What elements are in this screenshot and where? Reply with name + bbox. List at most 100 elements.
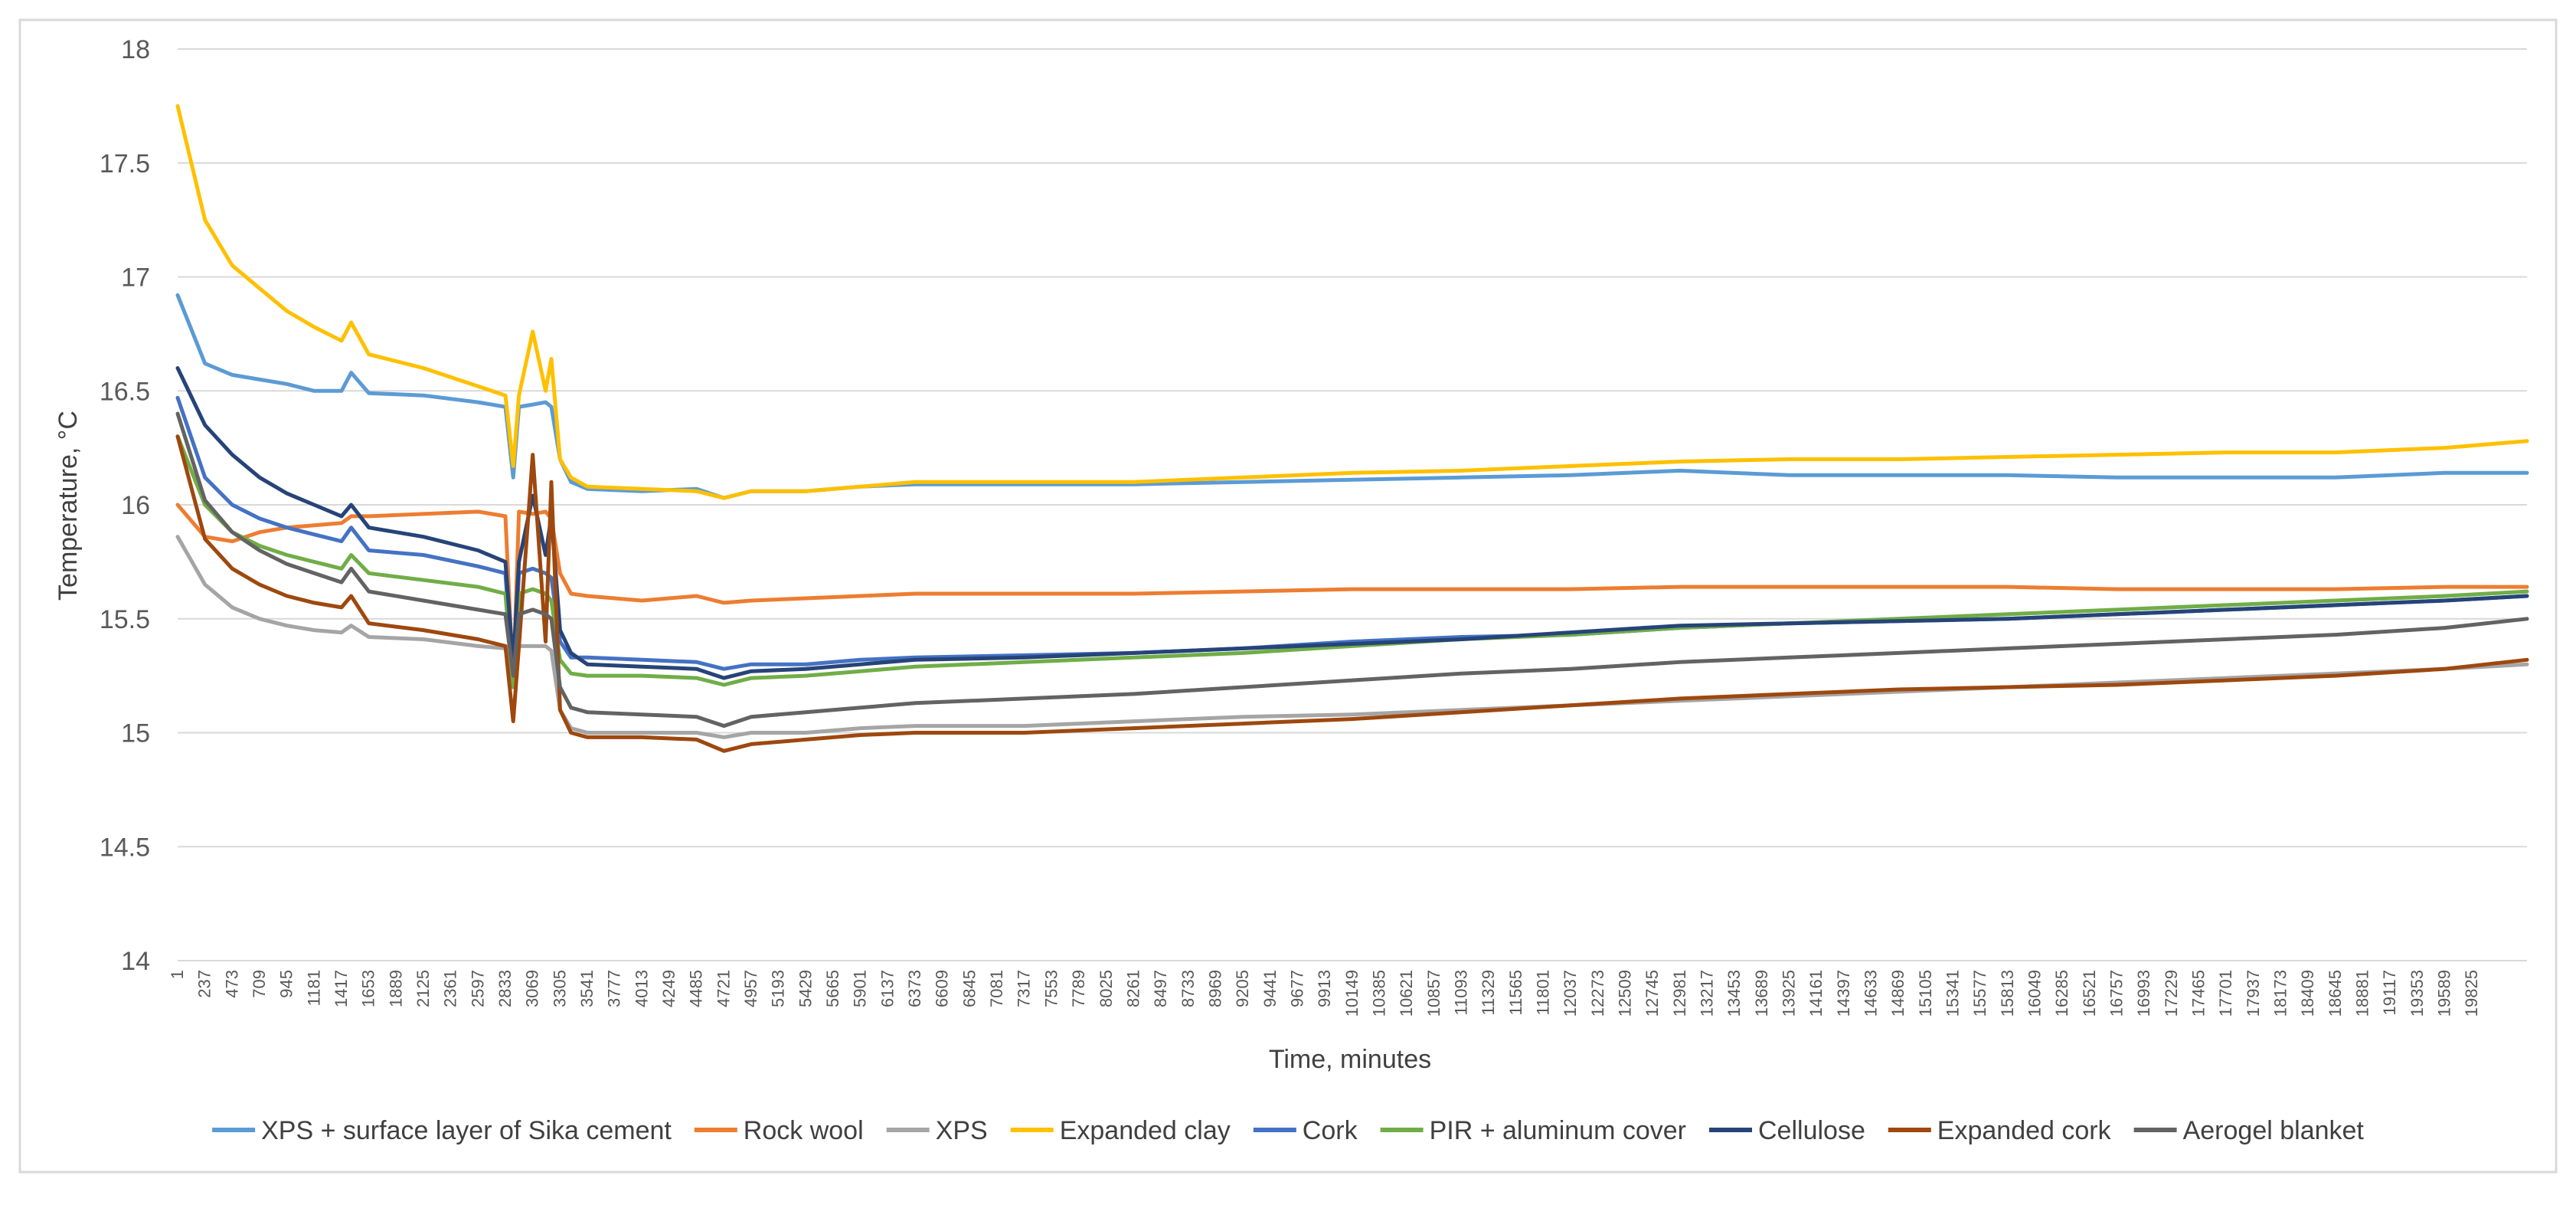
x-tick-label: 2833	[495, 970, 515, 1007]
x-tick-label: 14869	[1888, 970, 1907, 1017]
x-tick-label: 12273	[1588, 970, 1607, 1017]
x-tick-label: 9913	[1315, 970, 1334, 1007]
x-tick-label: 15105	[1916, 970, 1935, 1017]
x-tick-label: 14397	[1834, 970, 1853, 1017]
x-tick-label: 10149	[1342, 970, 1362, 1017]
x-tick-label: 7553	[1041, 970, 1061, 1007]
legend-label: Cellulose	[1758, 1116, 1865, 1145]
x-tick-label: 12037	[1561, 970, 1580, 1017]
x-tick-label: 17701	[2216, 970, 2235, 1017]
x-tick-label: 6609	[933, 970, 952, 1007]
legend-label: XPS	[936, 1116, 988, 1145]
legend-item-3: XPS	[886, 1116, 988, 1145]
y-axis-title: Temperature, °C	[54, 411, 83, 601]
x-tick-label: 3305	[550, 970, 569, 1007]
x-tick-label: 5665	[823, 970, 842, 1007]
x-tick-label: 8969	[1205, 970, 1224, 1007]
series-line-3	[175, 535, 2529, 739]
x-tick-label: 19117	[2380, 970, 2399, 1016]
x-tick-label: 10621	[1397, 970, 1416, 1017]
x-tick-label: 3541	[577, 970, 597, 1007]
legend-item-7: Cellulose	[1709, 1116, 1865, 1145]
x-tick-label: 18409	[2298, 970, 2317, 1017]
x-tick-label: 6845	[959, 970, 979, 1007]
x-tick-label: 1417	[332, 970, 351, 1007]
x-tick-label: 5429	[796, 970, 815, 1007]
y-tick-label: 17	[121, 264, 150, 293]
legend: XPS + surface layer of Sika cement Rock w…	[212, 1116, 2364, 1145]
x-tick-label: 11329	[1479, 970, 1498, 1016]
series-line-4	[175, 103, 2529, 500]
x-tick-label: 14161	[1806, 970, 1826, 1017]
x-tick-label: 4957	[741, 970, 760, 1007]
x-tick-label: 18173	[2271, 970, 2290, 1017]
x-tick-label: 11565	[1506, 970, 1525, 1016]
x-tick-label: 18881	[2353, 970, 2372, 1017]
legend-item-4: Expanded clay	[1010, 1116, 1231, 1145]
x-tick-label: 15813	[1998, 970, 2017, 1017]
legend-item-2: Rock wool	[694, 1116, 864, 1145]
x-tick-label: 6137	[878, 970, 897, 1007]
legend-item-8: Expanded cork	[1888, 1116, 2112, 1145]
chart-frame	[18, 18, 2558, 1174]
x-tick-label: 10857	[1424, 970, 1443, 1017]
x-tick-label: 18645	[2326, 970, 2345, 1017]
x-tick-label: 13689	[1752, 970, 1771, 1017]
x-tick-label: 9677	[1287, 970, 1306, 1007]
x-tick-label: 17229	[2162, 970, 2181, 1017]
x-tick-label: 16993	[2134, 970, 2153, 1017]
x-tick-label: 9205	[1233, 970, 1252, 1007]
x-tick-label: 6373	[905, 970, 924, 1007]
x-tick-label: 7317	[1015, 970, 1034, 1007]
x-tick-label: 3777	[605, 970, 624, 1007]
x-tick-label: 1	[168, 970, 187, 979]
y-tick-label: 14.5	[100, 833, 150, 862]
y-tick-label: 14	[121, 947, 150, 976]
y-tick-label: 16	[121, 491, 150, 520]
legend-label: Cork	[1303, 1116, 1358, 1145]
x-tick-label: 3069	[523, 970, 542, 1007]
series-line-2	[175, 503, 2529, 685]
x-tick-label: 9441	[1260, 970, 1280, 1007]
y-tick-label: 18	[121, 35, 150, 64]
series-lines	[175, 103, 2529, 753]
x-tick-label: 4013	[632, 970, 651, 1007]
x-tick-label: 12509	[1615, 970, 1634, 1017]
legend-label: PIR + aluminum cover	[1430, 1116, 1686, 1145]
legend-item-9: Aerogel blanket	[2133, 1116, 2365, 1145]
series-line-7	[175, 366, 2529, 680]
x-tick-label: 16757	[2107, 970, 2127, 1017]
x-tick-label: 8025	[1097, 970, 1116, 1007]
x-tick-label: 4485	[687, 970, 706, 1007]
legend-item-6: PIR + aluminum cover	[1380, 1116, 1686, 1145]
legend-item-5: Cork	[1253, 1116, 1358, 1145]
x-tick-label: 12981	[1670, 970, 1689, 1017]
x-tick-label: 16285	[2052, 970, 2071, 1017]
x-tick-label: 8497	[1151, 970, 1170, 1007]
x-tick-label: 473	[222, 970, 241, 998]
x-tick-label: 13217	[1697, 970, 1716, 1017]
x-tick-label: 7081	[987, 970, 1006, 1007]
x-tick-label: 709	[250, 970, 269, 998]
x-tick-label: 4249	[659, 970, 678, 1007]
x-tick-label: 19353	[2408, 970, 2427, 1017]
x-tick-label: 17465	[2189, 970, 2208, 1017]
legend-label: Aerogel blanket	[2183, 1116, 2365, 1145]
legend-label: Expanded cork	[1937, 1116, 2112, 1145]
x-tick-label: 13925	[1779, 970, 1798, 1017]
x-tick-label: 12745	[1643, 970, 1662, 1017]
gridlines	[178, 48, 2527, 961]
x-tick-label: 19589	[2435, 970, 2454, 1017]
x-tick-label: 11801	[1533, 970, 1552, 1016]
x-tick-label: 13453	[1724, 970, 1744, 1017]
x-tick-label: 2125	[414, 970, 433, 1007]
x-tick-label: 7789	[1069, 970, 1088, 1007]
y-tick-label: 17.5	[100, 149, 150, 178]
x-tick-label: 4721	[714, 970, 733, 1007]
x-tick-label: 16049	[2025, 970, 2045, 1017]
x-tick-label: 15577	[1970, 970, 1989, 1017]
x-tick-label: 1181	[304, 970, 323, 1006]
series-line-9	[175, 411, 2529, 729]
x-tick-label: 2597	[468, 970, 487, 1007]
